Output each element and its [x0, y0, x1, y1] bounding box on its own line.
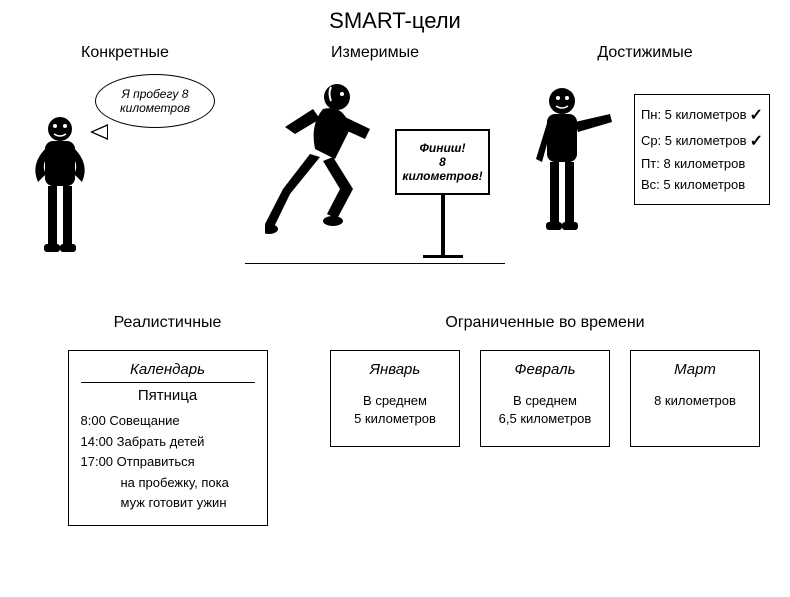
month-value-line: 5 километров — [337, 410, 453, 428]
pointing-person-icon — [520, 84, 620, 254]
calendar-item: 17:00 Отправиться — [81, 453, 255, 471]
timebound-heading: Ограниченные во времени — [330, 314, 760, 332]
months-row: ЯнварьВ среднем5 километровФевральВ сред… — [330, 350, 760, 447]
checklist-text: Вс: 5 километров — [641, 177, 745, 192]
month-name: Январь — [337, 361, 453, 378]
checklist-box: Пн: 5 километров✓Ср: 5 километров✓Пт: 8 … — [634, 94, 770, 205]
calendar-label: Календарь — [81, 361, 255, 383]
realistic-column: Реалистичные Календарь Пятница 8:00 Сове… — [55, 314, 280, 526]
month-name: Март — [637, 361, 753, 378]
ground-line-icon — [245, 263, 505, 265]
checklist-row: Вс: 5 километров — [641, 175, 763, 196]
timebound-column: Ограниченные во времени ЯнварьВ среднем5… — [330, 314, 760, 526]
month-box: Январь В среднем5 километров — [330, 350, 460, 447]
measurable-column: Измеримые Финиш! — [245, 44, 505, 294]
sign-base-icon — [423, 255, 463, 258]
specific-scene: Я пробегу 8 километров — [20, 74, 230, 274]
sign-board: Финиш! 8 километров! — [395, 129, 490, 195]
month-name: Февраль — [487, 361, 603, 378]
calendar-item: муж готовит ужин — [81, 494, 255, 512]
specific-column: Конкретные Я пробегу 8 километров — [20, 44, 230, 294]
calendar-item: 14:00 Забрать детей — [81, 433, 255, 451]
calendar-item: 8:00 Совещание — [81, 412, 255, 430]
checklist-text: Ср: 5 километров — [641, 133, 747, 148]
specific-heading: Конкретные — [81, 44, 169, 62]
calendar-item: на пробежку, пока — [81, 474, 255, 492]
calendar-day: Пятница — [81, 387, 255, 404]
checklist-row: Пт: 8 километров — [641, 154, 763, 175]
sign-post-icon — [441, 195, 445, 255]
month-box: Март 8 километров — [630, 350, 760, 447]
month-box: Февраль В среднем6,5 километров — [480, 350, 610, 447]
sign-line-1: Финиш! — [401, 141, 484, 155]
speech-bubble: Я пробегу 8 километров — [95, 74, 215, 128]
bubble-line-2: километров — [106, 101, 204, 115]
bubble-line-1: Я пробегу 8 — [106, 87, 204, 101]
running-person-icon — [265, 79, 395, 254]
checklist-row: Ср: 5 километров✓ — [641, 129, 763, 155]
standing-person-icon — [20, 114, 100, 274]
month-value-line: В среднем — [337, 392, 453, 410]
page-title: SMART-цели — [0, 0, 790, 34]
month-value-line: 6,5 километров — [487, 410, 603, 428]
achievable-heading: Достижимые — [597, 44, 692, 62]
checklist-row: Пн: 5 километров✓ — [641, 103, 763, 129]
measurable-scene: Финиш! 8 километров! — [245, 74, 505, 274]
sign-line-2: 8 километров! — [401, 155, 484, 183]
checkmark-icon: ✓ — [750, 107, 763, 124]
finish-sign: Финиш! 8 километров! — [395, 129, 490, 258]
bottom-row: Реалистичные Календарь Пятница 8:00 Сове… — [0, 294, 790, 526]
realistic-heading: Реалистичные — [55, 314, 280, 332]
measurable-heading: Измеримые — [331, 44, 419, 62]
month-value: В среднем6,5 километров — [487, 392, 603, 428]
checklist-text: Пн: 5 километров — [641, 107, 747, 122]
checkmark-icon: ✓ — [750, 133, 763, 150]
calendar-box: Календарь Пятница 8:00 Совещание 14:00 За… — [68, 350, 268, 526]
month-value: 8 километров — [637, 392, 753, 410]
top-row: Конкретные Я пробегу 8 километров — [0, 34, 790, 294]
achievable-scene: Пн: 5 километров✓Ср: 5 километров✓Пт: 8 … — [520, 74, 770, 274]
achievable-column: Достижимые Пн: 5 километров✓Ср: 5 киломе… — [520, 44, 770, 294]
checklist-text: Пт: 8 километров — [641, 156, 745, 171]
month-value-line: 8 километров — [637, 392, 753, 410]
month-value-line: В среднем — [487, 392, 603, 410]
month-value: В среднем5 километров — [337, 392, 453, 428]
